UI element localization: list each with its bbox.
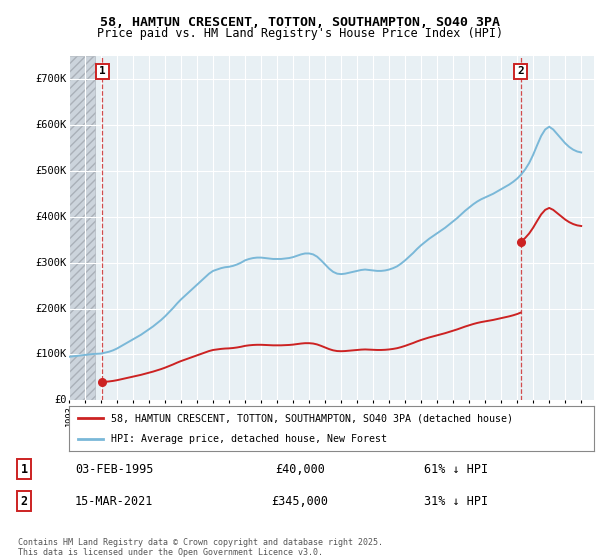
- Text: HPI: Average price, detached house, New Forest: HPI: Average price, detached house, New …: [111, 433, 387, 444]
- Text: £100K: £100K: [35, 349, 67, 360]
- Text: 15-MAR-2021: 15-MAR-2021: [75, 494, 153, 508]
- Text: £600K: £600K: [35, 120, 67, 130]
- Text: 1: 1: [20, 463, 28, 475]
- Bar: [69, 56, 95, 400]
- Text: £500K: £500K: [35, 166, 67, 176]
- Text: Price paid vs. HM Land Registry's House Price Index (HPI): Price paid vs. HM Land Registry's House …: [97, 27, 503, 40]
- Text: 2: 2: [517, 67, 524, 77]
- Text: Contains HM Land Registry data © Crown copyright and database right 2025.
This d: Contains HM Land Registry data © Crown c…: [18, 538, 383, 557]
- Text: 58, HAMTUN CRESCENT, TOTTON, SOUTHAMPTON, SO40 3PA: 58, HAMTUN CRESCENT, TOTTON, SOUTHAMPTON…: [100, 16, 500, 29]
- Text: £345,000: £345,000: [271, 494, 329, 508]
- Text: 58, HAMTUN CRESCENT, TOTTON, SOUTHAMPTON, SO40 3PA (detached house): 58, HAMTUN CRESCENT, TOTTON, SOUTHAMPTON…: [111, 413, 513, 423]
- Text: £700K: £700K: [35, 74, 67, 84]
- Text: £300K: £300K: [35, 258, 67, 268]
- Text: £200K: £200K: [35, 304, 67, 314]
- Text: 1: 1: [99, 67, 106, 77]
- Text: 03-FEB-1995: 03-FEB-1995: [75, 463, 153, 475]
- Text: 61% ↓ HPI: 61% ↓ HPI: [424, 463, 488, 475]
- Text: £0: £0: [54, 395, 67, 405]
- Text: 2: 2: [20, 494, 28, 508]
- Text: £40,000: £40,000: [275, 463, 325, 475]
- Text: £400K: £400K: [35, 212, 67, 222]
- Text: 31% ↓ HPI: 31% ↓ HPI: [424, 494, 488, 508]
